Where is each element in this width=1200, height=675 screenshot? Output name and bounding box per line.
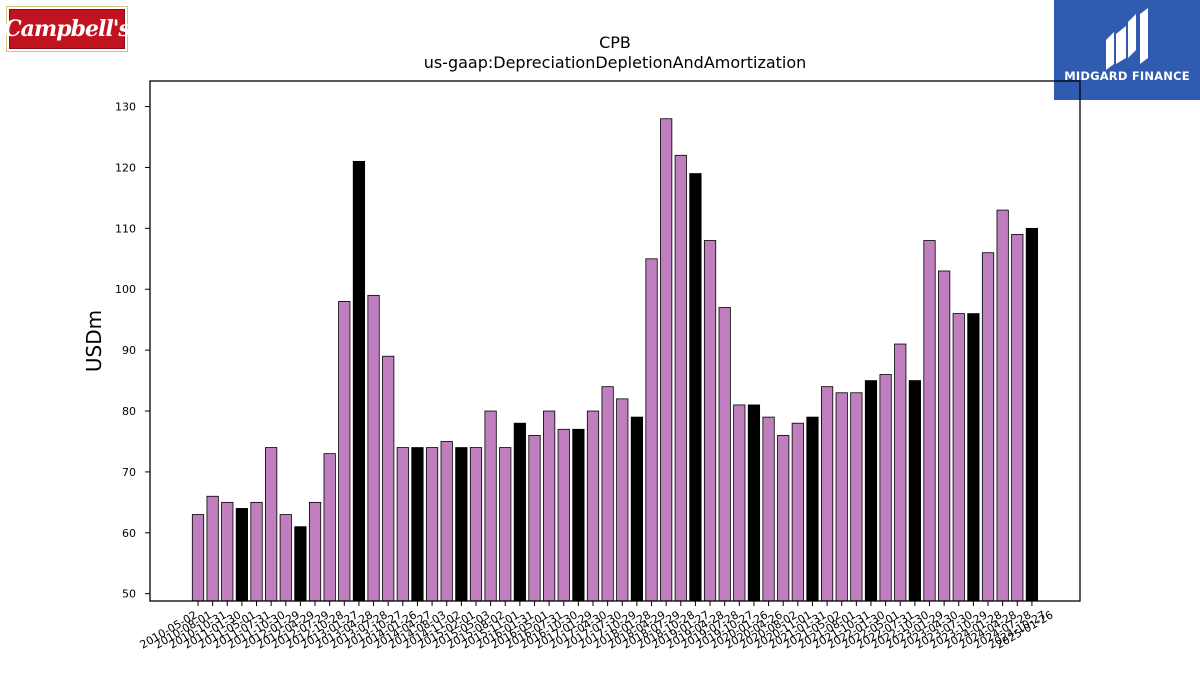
bar-46 bbox=[850, 392, 863, 602]
y-tick-label: 100 bbox=[115, 283, 136, 296]
bar-37 bbox=[718, 307, 731, 602]
bar-5 bbox=[250, 501, 263, 602]
bar-35 bbox=[689, 173, 702, 602]
y-tick-label: 80 bbox=[122, 405, 136, 418]
bar-4 bbox=[235, 508, 248, 602]
y-tick-label: 70 bbox=[122, 466, 136, 479]
bar-54 bbox=[967, 313, 980, 602]
bar-14 bbox=[382, 355, 395, 602]
bar-39 bbox=[747, 404, 761, 602]
y-tick-label: 120 bbox=[115, 161, 136, 174]
bar-32 bbox=[645, 258, 658, 602]
bar-48 bbox=[879, 374, 892, 602]
bar-19 bbox=[455, 447, 468, 602]
bar-44 bbox=[820, 386, 834, 602]
bar-16 bbox=[411, 447, 424, 602]
bar-9 bbox=[308, 501, 322, 602]
bar-38 bbox=[733, 404, 746, 602]
bar-15 bbox=[396, 447, 409, 602]
chart-title: CPB bbox=[599, 33, 631, 52]
bar-21 bbox=[484, 410, 497, 602]
y-tick-label: 130 bbox=[115, 101, 136, 114]
bar-25 bbox=[543, 410, 556, 602]
bar-18 bbox=[440, 441, 453, 602]
bar-36 bbox=[703, 240, 717, 602]
bar-26 bbox=[557, 428, 570, 602]
bar-42 bbox=[791, 422, 804, 602]
bar-10 bbox=[323, 453, 336, 602]
midgard-finance-name: MIDGARD FINANCE bbox=[1064, 69, 1190, 83]
bar-33 bbox=[660, 118, 673, 602]
bar-55 bbox=[981, 252, 995, 602]
bar-11 bbox=[338, 301, 351, 602]
y-tick-label: 110 bbox=[115, 222, 136, 235]
midgard-finance-logo: MIDGARD FINANCE bbox=[1054, 0, 1200, 100]
bar-40 bbox=[762, 416, 775, 602]
bar-1 bbox=[191, 514, 205, 602]
bar-29 bbox=[601, 386, 614, 602]
bar-22 bbox=[499, 447, 512, 602]
bar-23 bbox=[513, 422, 526, 602]
campbells-logo-wordmark: Campbell's bbox=[4, 9, 131, 49]
bar-50 bbox=[908, 380, 921, 602]
bar-3 bbox=[221, 501, 234, 602]
y-tick-label: 60 bbox=[122, 527, 136, 540]
bar-57 bbox=[1011, 234, 1024, 602]
bar-13 bbox=[367, 294, 380, 602]
bar-30 bbox=[616, 398, 629, 602]
bar-series bbox=[191, 118, 1039, 602]
bar-8 bbox=[294, 526, 307, 602]
midgard-finance-emblem-icon bbox=[1106, 8, 1148, 70]
bar-20 bbox=[469, 447, 483, 602]
chart-subtitle: us-gaap:DepreciationDepletionAndAmortiza… bbox=[424, 53, 807, 72]
bar-28 bbox=[586, 410, 600, 602]
bar-12 bbox=[352, 160, 366, 602]
bar-31 bbox=[630, 416, 644, 602]
y-tick-label: 90 bbox=[122, 344, 136, 357]
bar-34 bbox=[674, 154, 687, 602]
bar-52 bbox=[938, 270, 951, 602]
bar-6 bbox=[265, 447, 278, 602]
bar-58 bbox=[1025, 227, 1039, 602]
y-tick-label: 50 bbox=[122, 588, 136, 601]
bar-7 bbox=[279, 514, 292, 602]
bar-45 bbox=[835, 392, 848, 602]
plot-frame bbox=[149, 80, 1081, 602]
bar-2 bbox=[206, 495, 219, 602]
bar-41 bbox=[777, 434, 790, 602]
bar-47 bbox=[864, 380, 878, 602]
bar-49 bbox=[894, 343, 907, 602]
bar-51 bbox=[923, 240, 936, 602]
y-axis-title: USDm bbox=[82, 310, 106, 372]
bar-24 bbox=[528, 434, 541, 602]
campbells-logo: Campbell's bbox=[4, 6, 131, 52]
y-axis-ticks: 50 60 70 80 90 100 110 120 130 bbox=[115, 101, 150, 601]
bar-27 bbox=[572, 428, 585, 602]
bar-53 bbox=[952, 313, 965, 602]
bar-43 bbox=[806, 416, 819, 602]
x-axis-ticks: 2010-05-022010-08-012010-10-312011-01-30… bbox=[138, 601, 1056, 652]
bar-56 bbox=[996, 209, 1009, 602]
bar-17 bbox=[425, 447, 439, 602]
